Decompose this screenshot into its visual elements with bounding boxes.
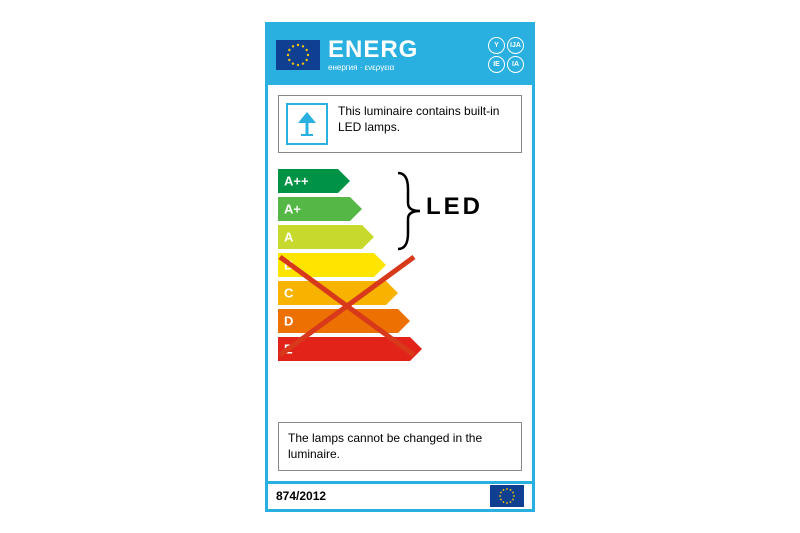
- title-block: ENERG енергия · ενεργεια: [328, 38, 480, 72]
- language-badges: YIJAIEIA: [488, 37, 524, 73]
- efficiency-class-label: B: [284, 257, 293, 272]
- eu-flag-icon: [276, 40, 320, 70]
- efficiency-class-label: A+: [284, 201, 301, 216]
- lang-badge: IE: [488, 56, 505, 73]
- efficiency-class-label: D: [284, 313, 293, 328]
- regulation-number: 874/2012: [276, 489, 326, 503]
- energ-title: ENERG: [328, 38, 480, 62]
- lang-badge: Y: [488, 37, 505, 54]
- lang-badge: IJA: [507, 37, 524, 54]
- efficiency-class-label: E: [284, 341, 293, 356]
- led-label: LED: [426, 193, 483, 221]
- efficiency-scale: A++ A+ ABCDE LED: [278, 163, 522, 413]
- efficiency-row: D: [278, 309, 522, 333]
- efficiency-row: E: [278, 337, 522, 361]
- label-footer: 874/2012: [268, 481, 532, 509]
- efficiency-class-label: C: [284, 285, 293, 300]
- efficiency-row: C: [278, 281, 522, 305]
- label-body: This luminaire contains built-in LED lam…: [268, 85, 532, 481]
- efficiency-class-label: A++: [284, 173, 309, 188]
- energy-label: ENERG енергия · ενεργεια YIJAIEIA This l…: [265, 22, 535, 512]
- energ-subtitle: енергия · ενεργεια: [328, 63, 480, 72]
- lamp-icon: [286, 103, 328, 145]
- led-bracket-icon: [396, 169, 426, 253]
- bottom-note: The lamps cannot be changed in the lumin…: [278, 422, 522, 470]
- lang-badge: IA: [507, 56, 524, 73]
- luminaire-notice: This luminaire contains built-in LED lam…: [278, 95, 522, 153]
- efficiency-row: B: [278, 253, 522, 277]
- label-header: ENERG енергия · ενεργεια YIJAIEIA: [268, 25, 532, 85]
- efficiency-class-label: A: [284, 229, 293, 244]
- eu-flag-small-icon: [490, 485, 524, 507]
- notice-text: This luminaire contains built-in LED lam…: [338, 103, 514, 135]
